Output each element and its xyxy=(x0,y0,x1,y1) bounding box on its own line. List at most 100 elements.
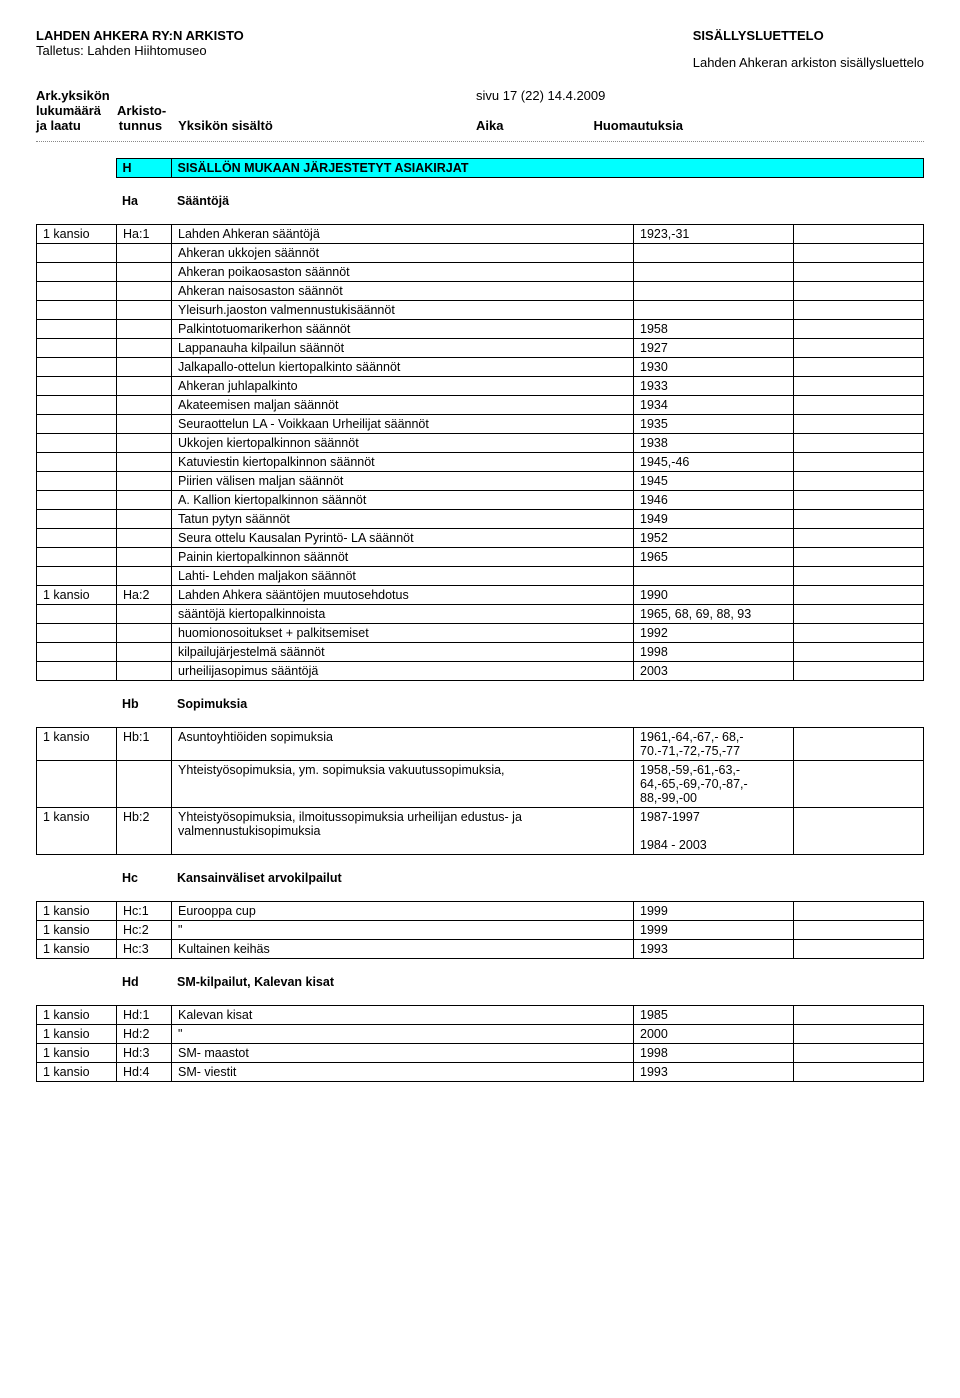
section-code: H xyxy=(116,159,171,178)
table-row: huomionosoitukset + palkitsemiset1992 xyxy=(37,624,924,643)
cell-year: 1985 xyxy=(634,1006,794,1025)
hd-table: 1 kansioHd:1Kalevan kisat19851 kansioHd:… xyxy=(36,1005,924,1082)
cell-qty xyxy=(37,377,117,396)
cell-year: 1945 xyxy=(634,472,794,491)
cell-year xyxy=(634,244,794,263)
cell-year: 1987-1997 1984 - 2003 xyxy=(634,808,794,855)
cell-desc: " xyxy=(172,921,634,940)
meta-ark: Ark.yksikön xyxy=(36,88,476,103)
cell-notes xyxy=(794,263,924,282)
subsection-ha-code: Ha xyxy=(116,192,171,210)
cell-code xyxy=(117,320,172,339)
table-row: 1 kansioHb:2Yhteistyösopimuksia, ilmoitu… xyxy=(37,808,924,855)
cell-qty xyxy=(37,548,117,567)
cell-qty xyxy=(37,567,117,586)
cell-notes xyxy=(794,1063,924,1082)
toc-sub: Lahden Ahkeran arkiston sisällysluettelo xyxy=(693,55,924,70)
subsection-ha-label: Sääntöjä xyxy=(171,192,924,210)
cell-year: 1965, 68, 69, 88, 93 xyxy=(634,605,794,624)
cell-desc: Lahden Ahkera sääntöjen muutosehdotus xyxy=(172,586,634,605)
cell-code: Hc:2 xyxy=(117,921,172,940)
cell-desc: Lahti- Lehden maljakon säännöt xyxy=(172,567,634,586)
cell-notes xyxy=(794,728,924,761)
cell-code: Hb:2 xyxy=(117,808,172,855)
cell-notes xyxy=(794,586,924,605)
cell-qty: 1 kansio xyxy=(37,940,117,959)
cell-notes xyxy=(794,320,924,339)
cell-year: 1958 xyxy=(634,320,794,339)
cell-code xyxy=(117,244,172,263)
cell-qty xyxy=(37,491,117,510)
cell-code: Hd:2 xyxy=(117,1025,172,1044)
table-row: 1 kansioHd:2"2000 xyxy=(37,1025,924,1044)
cell-qty xyxy=(37,662,117,681)
table-row: Tatun pytyn säännöt1949 xyxy=(37,510,924,529)
cell-qty: 1 kansio xyxy=(37,1044,117,1063)
hc-table: 1 kansioHc:1Eurooppa cup19991 kansioHc:2… xyxy=(36,901,924,959)
cell-code xyxy=(117,282,172,301)
cell-notes xyxy=(794,548,924,567)
cell-desc: Yhteistyösopimuksia, ym. sopimuksia vaku… xyxy=(172,761,634,808)
cell-qty xyxy=(37,263,117,282)
subsection-hd-label: SM-kilpailut, Kalevan kisat xyxy=(171,973,924,991)
cell-year: 1998 xyxy=(634,1044,794,1063)
cell-desc: Ahkeran ukkojen säännöt xyxy=(172,244,634,263)
cell-year: 1949 xyxy=(634,510,794,529)
cell-qty xyxy=(37,643,117,662)
cell-qty: 1 kansio xyxy=(37,921,117,940)
cell-notes xyxy=(794,225,924,244)
cell-notes xyxy=(794,1006,924,1025)
cell-notes xyxy=(794,396,924,415)
cell-code: Hd:1 xyxy=(117,1006,172,1025)
cell-year: 1946 xyxy=(634,491,794,510)
cell-notes xyxy=(794,377,924,396)
meta-arkisto: Arkisto- xyxy=(117,103,166,118)
table-row: Ahkeran juhlapalkinto1933 xyxy=(37,377,924,396)
cell-year: 2003 xyxy=(634,662,794,681)
cell-desc: Ahkeran juhlapalkinto xyxy=(172,377,634,396)
cell-notes xyxy=(794,1025,924,1044)
cell-code xyxy=(117,761,172,808)
table-row: kilpailujärjestelmä säännöt1998 xyxy=(37,643,924,662)
cell-code xyxy=(117,358,172,377)
cell-desc: huomionosoitukset + palkitsemiset xyxy=(172,624,634,643)
cell-year: 1993 xyxy=(634,1063,794,1082)
table-row: 1 kansioHd:1Kalevan kisat1985 xyxy=(37,1006,924,1025)
table-row: Jalkapallo-ottelun kiertopalkinto säännö… xyxy=(37,358,924,377)
cell-desc: Palkintotuomarikerhon säännöt xyxy=(172,320,634,339)
table-row: Yleisurh.jaoston valmennustukisäännöt xyxy=(37,301,924,320)
table-row: 1 kansioHd:3SM- maastot1998 xyxy=(37,1044,924,1063)
cell-qty: 1 kansio xyxy=(37,1025,117,1044)
meta-huom: Huomautuksia xyxy=(593,118,683,133)
cell-code xyxy=(117,605,172,624)
cell-year: 1999 xyxy=(634,902,794,921)
cell-year xyxy=(634,282,794,301)
subsection-hb-label: Sopimuksia xyxy=(171,695,924,713)
cell-notes xyxy=(794,921,924,940)
cell-desc: Ukkojen kiertopalkinnon säännöt xyxy=(172,434,634,453)
table-row: Palkintotuomarikerhon säännöt1958 xyxy=(37,320,924,339)
table-row: sääntöjä kiertopalkinnoista1965, 68, 69,… xyxy=(37,605,924,624)
cell-code xyxy=(117,472,172,491)
cell-year: 1934 xyxy=(634,396,794,415)
cell-desc: Eurooppa cup xyxy=(172,902,634,921)
cell-code xyxy=(117,339,172,358)
cell-notes xyxy=(794,624,924,643)
cell-desc: Seuraottelun LA - Voikkaan Urheilijat sä… xyxy=(172,415,634,434)
cell-notes xyxy=(794,529,924,548)
cell-notes xyxy=(794,415,924,434)
cell-qty: 1 kansio xyxy=(37,1006,117,1025)
table-row: urheilijasopimus sääntöjä2003 xyxy=(37,662,924,681)
meta-row: Ark.yksikön lukumäärä Arkisto- ja laatu … xyxy=(36,88,924,133)
cell-desc: Yleisurh.jaoston valmennustukisäännöt xyxy=(172,301,634,320)
table-row: Akateemisen maljan säännöt1934 xyxy=(37,396,924,415)
cell-code xyxy=(117,434,172,453)
cell-desc: Ahkeran naisosaston säännöt xyxy=(172,282,634,301)
meta-aika: Aika xyxy=(476,118,503,133)
cell-year: 1927 xyxy=(634,339,794,358)
cell-code xyxy=(117,301,172,320)
cell-notes xyxy=(794,808,924,855)
table-row: Ahkeran ukkojen säännöt xyxy=(37,244,924,263)
cell-year: 1965 xyxy=(634,548,794,567)
cell-year: 1990 xyxy=(634,586,794,605)
